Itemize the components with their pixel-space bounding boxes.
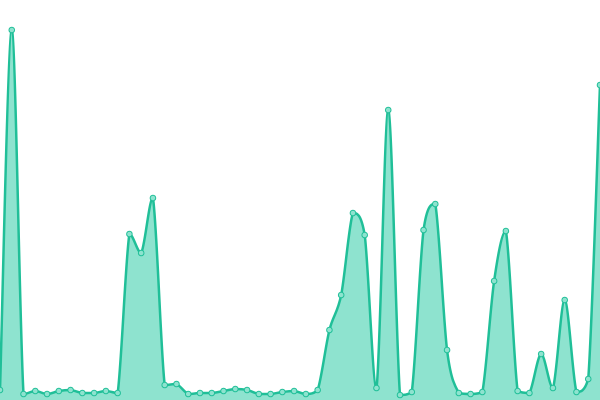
data-point: [114, 389, 121, 397]
data-point: [349, 209, 357, 217]
data-point: [8, 26, 16, 34]
data-point: [173, 380, 180, 388]
data-point: [149, 194, 157, 202]
data-point: [102, 387, 110, 395]
data-point: [196, 389, 204, 397]
data-point: [20, 390, 27, 398]
data-point: [337, 291, 345, 299]
data-point: [79, 389, 86, 397]
data-point: [279, 388, 286, 396]
data-point: [396, 391, 404, 399]
data-point: [126, 230, 133, 238]
data-point: [596, 81, 600, 89]
data-point: [455, 389, 463, 397]
data-point: [90, 389, 98, 397]
data-point: [137, 249, 145, 257]
data-point: [267, 390, 274, 398]
data-point: [67, 386, 74, 394]
data-point: [573, 388, 580, 396]
data-point: [490, 277, 498, 285]
data-point: [502, 227, 510, 235]
data-point: [208, 389, 216, 397]
data-point: [420, 226, 427, 234]
data-point: [584, 375, 592, 383]
data-point: [255, 390, 263, 398]
data-point: [290, 387, 298, 395]
data-point: [467, 390, 474, 398]
data-point: [408, 388, 416, 396]
data-point: [184, 390, 192, 398]
data-point: [526, 389, 533, 397]
data-point: [161, 381, 169, 389]
data-point: [55, 387, 63, 395]
data-point: [314, 386, 321, 394]
data-point: [31, 387, 39, 395]
data-point: [443, 346, 451, 354]
data-point: [373, 384, 380, 392]
area-fill: [0, 30, 600, 400]
data-point: [561, 296, 569, 304]
data-point: [549, 384, 557, 392]
data-point: [302, 390, 310, 398]
data-point: [243, 386, 251, 394]
data-point: [231, 385, 239, 393]
data-point: [479, 388, 486, 396]
data-point: [431, 200, 439, 208]
data-point: [514, 387, 521, 395]
data-point: [384, 106, 392, 114]
data-point: [537, 350, 545, 358]
data-point: [0, 386, 4, 394]
data-point: [326, 326, 333, 334]
data-point: [43, 390, 51, 398]
data-point: [220, 387, 227, 395]
data-point: [361, 231, 369, 239]
